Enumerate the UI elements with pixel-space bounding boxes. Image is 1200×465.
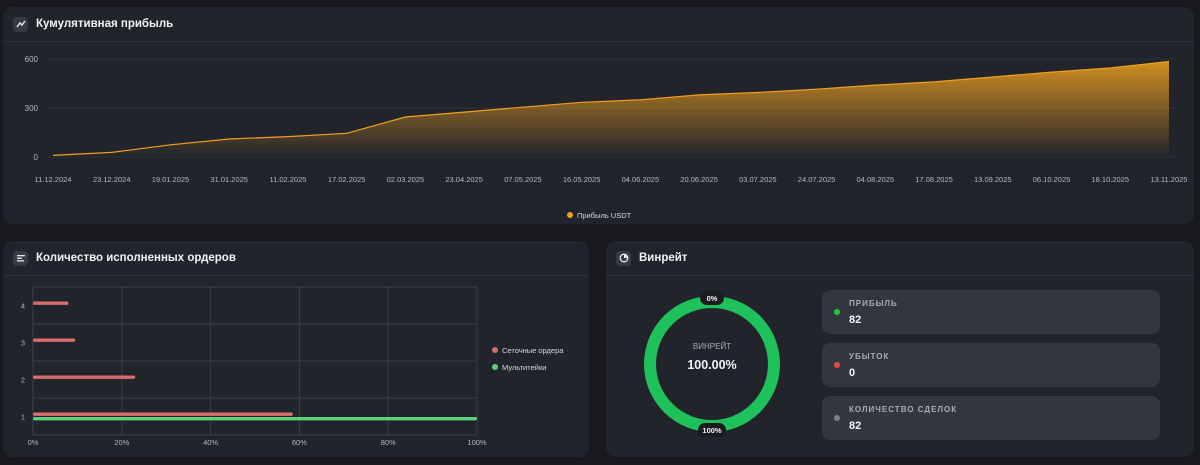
stat-value: 0: [849, 367, 856, 379]
cumulative-profit-panel: Кумулятивная прибыль 0 300 600 11.12.2024 2…: [3, 7, 1194, 224]
panel-title: Количество исполненных ордеров: [36, 252, 236, 264]
bar: [33, 375, 136, 379]
y-tick-label: 4: [21, 302, 25, 311]
stat-label: УБЫТОК: [849, 352, 890, 361]
stat-value: 82: [849, 420, 862, 432]
x-tick-label: 11.12.2024: [35, 175, 72, 184]
panel-title: Кумулятивная прибыль: [36, 18, 174, 30]
winrate-top-tag: 0%: [707, 294, 718, 303]
x-tick-label: 20%: [114, 438, 129, 447]
trend-line-icon: [13, 16, 28, 32]
winrate-panel: Винрейт ВИНРЕЙТ 100.00% 0% 100% ПРИБЫЛЬ …: [606, 241, 1194, 457]
bar: [33, 301, 69, 305]
x-tick-label: 18.10.2025: [1091, 175, 1129, 184]
pie-icon: [616, 250, 631, 266]
bar: [33, 338, 76, 342]
x-tick-label: 31.01.2025: [210, 175, 248, 184]
x-tick-label: 16.05.2025: [563, 175, 601, 184]
list-icon: [13, 250, 28, 266]
x-tick-label: 13.11.2025: [1151, 175, 1188, 184]
executed-orders-panel: Количество исполненных ордеров 4 3 2 1 0% 20…: [3, 241, 589, 457]
y-tick-label: 300: [25, 104, 39, 113]
cumulative-profit-chart: 0 300 600 11.12.2024 23.12.2024 19.01.2025 31…: [25, 55, 1188, 220]
x-tick-label: 20.06.2025: [680, 175, 718, 184]
x-tick-label: 17.02.2025: [328, 175, 366, 184]
x-tick-label: 80%: [381, 438, 396, 447]
x-tick-label: 07.05.2025: [504, 175, 542, 184]
y-tick-label: 1: [21, 413, 25, 422]
panel-header: Количество исполненных ордеров: [3, 241, 589, 276]
stat-card-profit: ПРИБЫЛЬ 82: [822, 290, 1160, 334]
x-tick-label: 60%: [292, 438, 307, 447]
trades-dot-icon: [834, 415, 840, 421]
x-tick-label: 100%: [467, 438, 487, 447]
profit-area-fill: [53, 61, 1169, 157]
x-tick-label: 19.01.2025: [152, 175, 190, 184]
winrate-bottom-tag: 100%: [702, 426, 722, 435]
winrate-center-label: ВИНРЕЙТ: [693, 342, 731, 351]
y-tick-label: 3: [21, 339, 25, 348]
x-tick-label: 04.06.2025: [622, 175, 660, 184]
x-tick-label: 23.12.2024: [93, 175, 131, 184]
panel-header: Винрейт: [606, 241, 1194, 276]
legend-dot-icon: [492, 347, 498, 353]
x-tick-label: 0%: [28, 438, 39, 447]
y-tick-label: 2: [21, 376, 25, 385]
x-tick-label: 24.07.2025: [798, 175, 836, 184]
stat-card-loss: УБЫТОК 0: [822, 343, 1160, 387]
x-tick-label: 04.08.2025: [857, 175, 895, 184]
x-tick-label: 03.07.2025: [739, 175, 777, 184]
x-tick-label: 40%: [203, 438, 218, 447]
x-tick-label: 13.09.2025: [974, 175, 1012, 184]
y-tick-label: 600: [25, 55, 39, 64]
bar: [33, 412, 293, 416]
x-tick-label: 06.10.2025: [1033, 175, 1071, 184]
y-tick-label: 0: [34, 153, 39, 162]
legend-label: Прибыль USDT: [577, 211, 632, 220]
bar: [33, 417, 477, 421]
x-tick-label: 02.03.2025: [387, 175, 425, 184]
stat-label: КОЛИЧЕСТВО СДЕЛОК: [849, 405, 958, 414]
legend-label: Мультитейки: [502, 363, 546, 372]
winrate-center-value: 100.00%: [687, 358, 736, 372]
executed-orders-chart: 4 3 2 1 0% 20% 40% 60% 80% 100% Сеточные ордера М…: [21, 286, 564, 447]
winrate-donut: ВИНРЕЙТ 100.00% 0% 100%: [644, 291, 780, 437]
profit-line: [52, 60, 1170, 156]
panel-title: Винрейт: [639, 252, 688, 264]
stat-card-trades: КОЛИЧЕСТВО СДЕЛОК 82: [822, 396, 1160, 440]
panel-header: Кумулятивная прибыль: [3, 7, 1194, 42]
stat-value: 82: [849, 314, 862, 326]
loss-dot-icon: [834, 362, 840, 368]
legend-dot-icon: [567, 212, 573, 218]
profit-dot-icon: [834, 309, 840, 315]
legend-label: Сеточные ордера: [502, 346, 564, 355]
stat-label: ПРИБЫЛЬ: [849, 299, 898, 308]
x-tick-label: 23.04.2025: [445, 175, 483, 184]
x-tick-label: 17.08.2025: [915, 175, 953, 184]
x-tick-label: 11.02.2025: [269, 175, 306, 184]
legend-dot-icon: [492, 364, 498, 370]
